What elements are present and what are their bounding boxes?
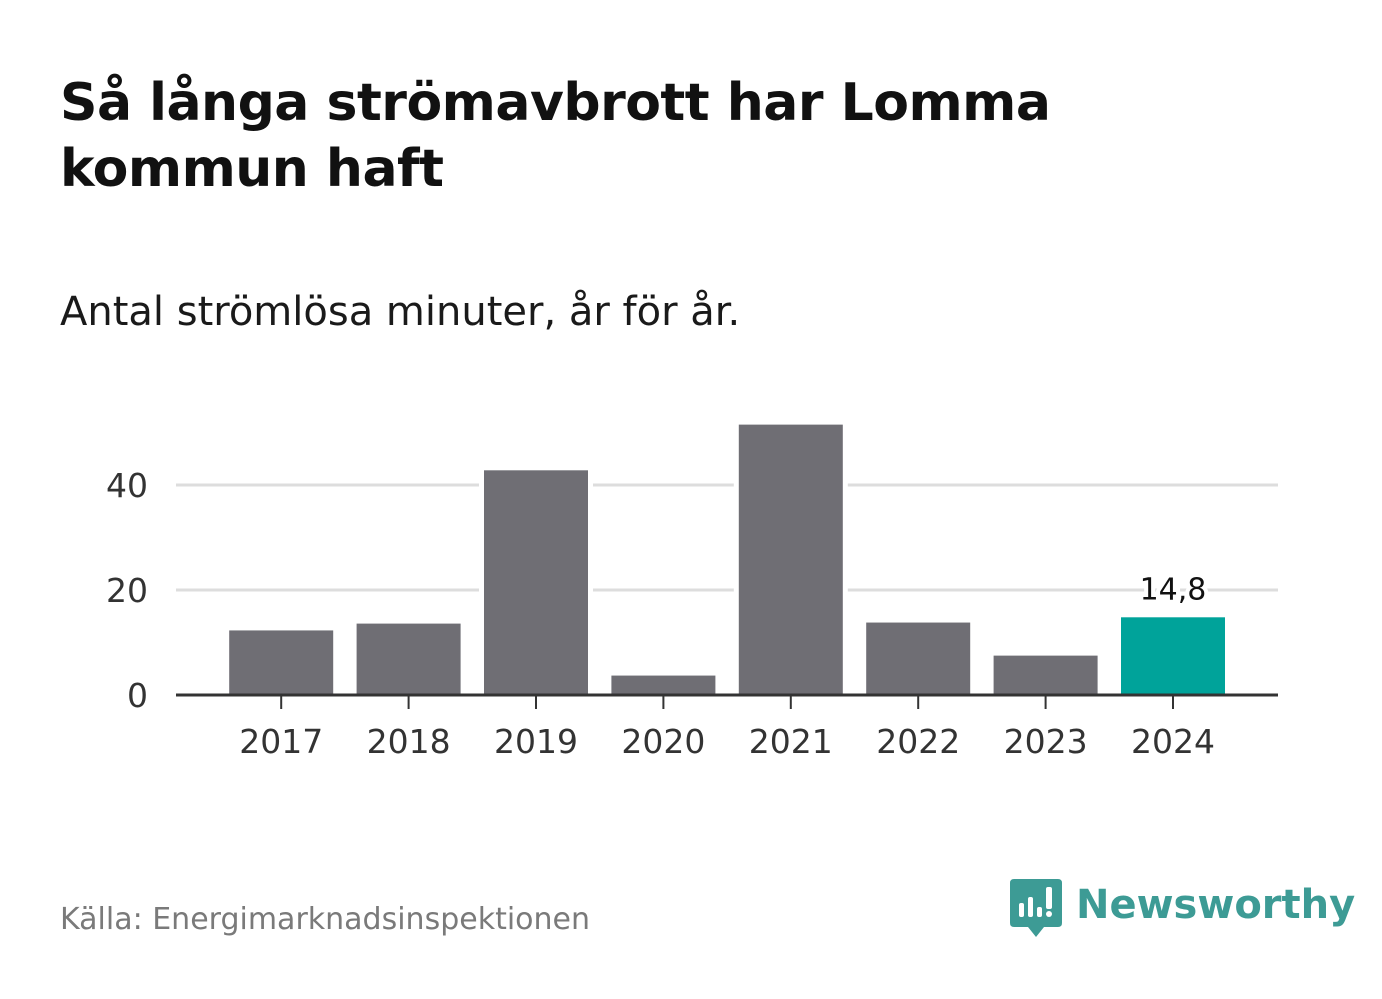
- y-tick-label: 0: [127, 676, 148, 715]
- x-axis: [176, 693, 1278, 709]
- x-tick-label: 2019: [494, 722, 578, 761]
- chart-subtitle: Antal strömlösa minuter, år för år.: [60, 289, 741, 335]
- brand-name: Newsworthy: [1076, 882, 1356, 928]
- bar-2021: [738, 424, 843, 695]
- y-tick-label: 40: [106, 466, 148, 505]
- grid-lines: [176, 483, 1278, 592]
- x-tick-label: 2017: [239, 722, 323, 761]
- x-tick-label: 2021: [749, 722, 833, 761]
- labels: 0 20 40 2017 2018 2019 2020 2021 2022 2023 2024 14,…: [106, 466, 1215, 761]
- x-tick-label: 2018: [367, 722, 451, 761]
- source-note: Källa: Energimarknadsinspektionen: [60, 902, 591, 937]
- data-label: 14,8: [1140, 572, 1207, 607]
- bar-2019: [484, 470, 588, 695]
- x-tick-label: 2024: [1131, 722, 1215, 761]
- x-tick-label: 2022: [876, 722, 960, 761]
- x-tick-label: 2020: [621, 722, 705, 761]
- x-tick-label: 2023: [1004, 722, 1088, 761]
- y-tick-label: 20: [106, 571, 148, 610]
- bar-2020: [611, 675, 716, 695]
- chart-title: Så långa strömavbrott har Lomma kommun h…: [60, 73, 1051, 199]
- bar-2022: [866, 622, 971, 695]
- bar-2018: [356, 623, 461, 695]
- brand-logo: Newsworthy: [1010, 878, 1355, 942]
- bars: [224, 420, 1230, 695]
- bar-2024: [1121, 617, 1225, 695]
- bar-2017: [229, 630, 334, 695]
- bar-2023: [993, 655, 1098, 695]
- newsworthy-logo-icon: [1010, 879, 1062, 937]
